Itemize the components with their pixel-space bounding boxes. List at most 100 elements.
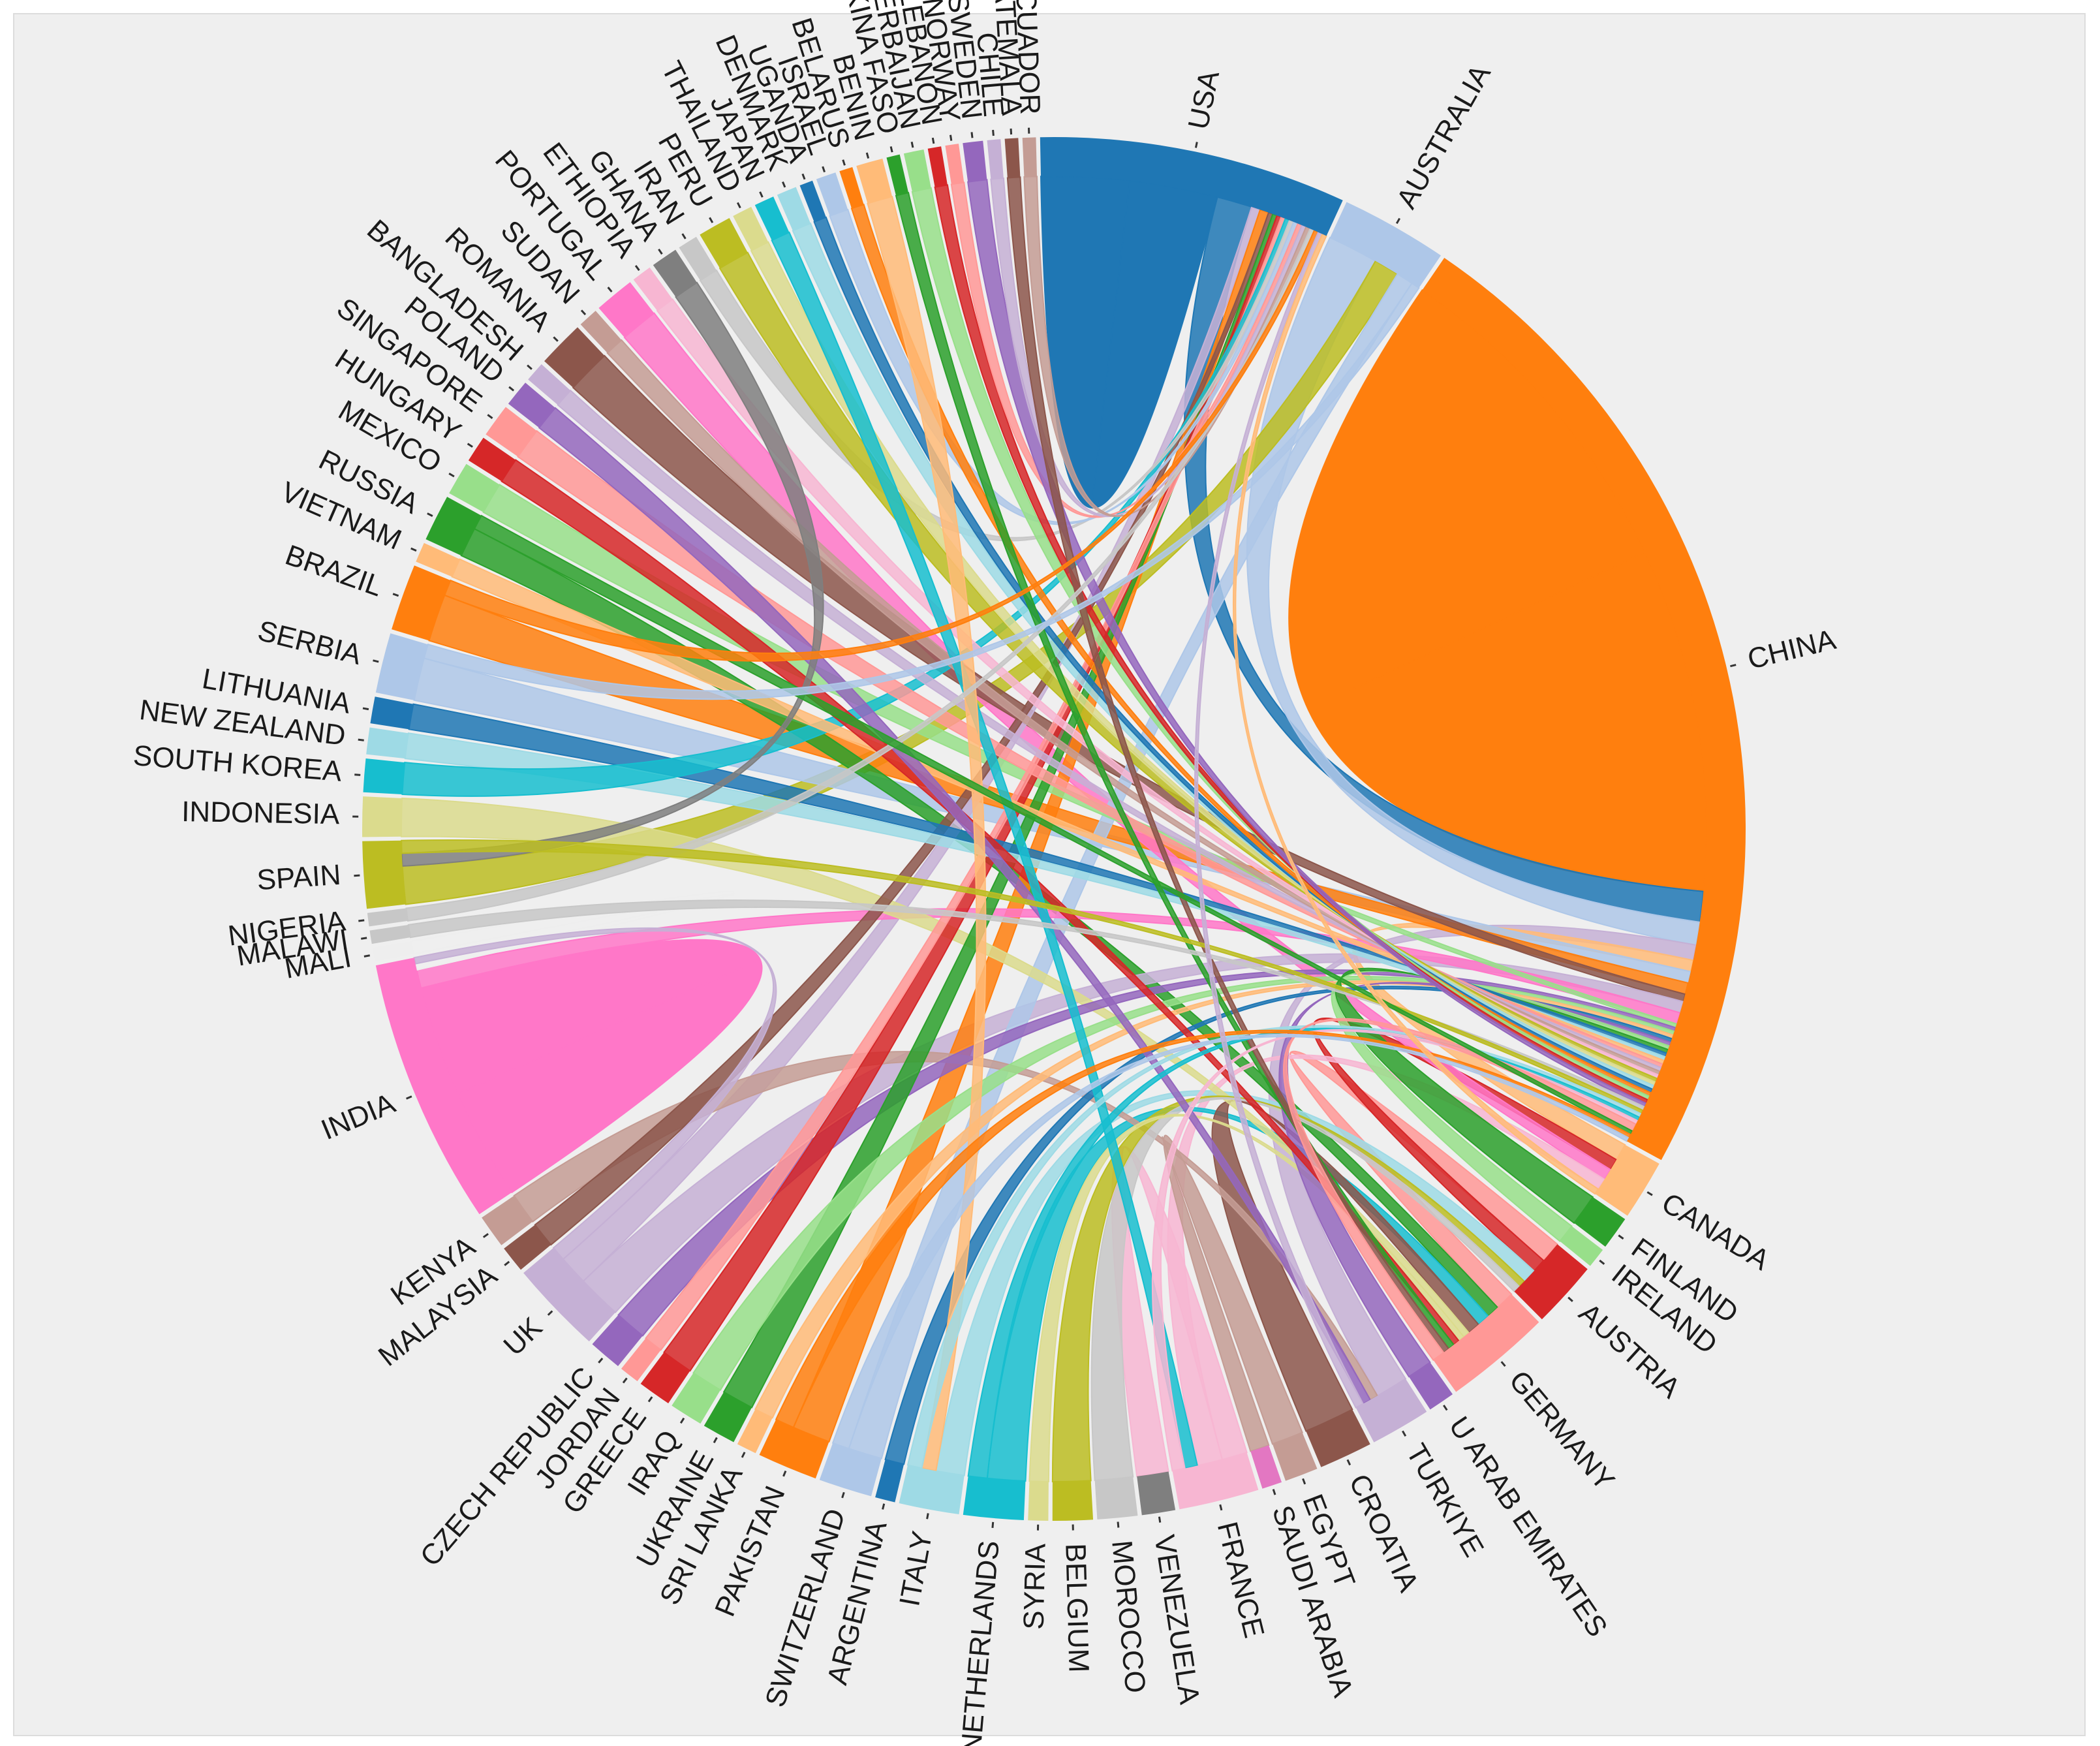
label-spain: SPAIN [256, 859, 342, 896]
tick-vietnam [410, 547, 417, 552]
arc-croatia [1306, 1409, 1370, 1467]
tick-singapore [487, 414, 493, 419]
ribbon-pakistan-to-china [775, 1029, 1632, 1429]
tick-azerbaijan [910, 142, 914, 148]
arc-canada [1595, 1144, 1660, 1216]
tick-mexico [448, 473, 455, 478]
ribbon-brazil-to-usa [444, 229, 1320, 662]
arc-syria [1028, 1481, 1049, 1521]
tick-thailand [736, 202, 741, 209]
ribbon-jordan-to-usa [645, 216, 1286, 1351]
tick-u-arab-emirates [1443, 1405, 1448, 1411]
tick-italy [926, 1513, 929, 1520]
tick-saudi-arabia [1272, 1489, 1276, 1495]
arc-peru [700, 217, 748, 268]
tick-israel [822, 166, 826, 173]
tick-finland [1618, 1234, 1624, 1240]
tick-germany [1500, 1361, 1506, 1367]
ribbon-singapore-to-china [517, 429, 1664, 1069]
arc-chile [987, 139, 1004, 179]
arc-uganda [799, 180, 826, 222]
arc-bangladesh [528, 364, 571, 405]
arc-france [1172, 1452, 1259, 1510]
arc-switzerland [819, 1442, 882, 1497]
arc-malaysia [504, 1224, 551, 1270]
tick-serbia [373, 659, 379, 663]
label-india: INDIA [317, 1087, 400, 1146]
tick-chile [992, 129, 995, 136]
tick-france [1219, 1504, 1223, 1511]
arc-italy [899, 1465, 965, 1514]
ribbon-iraq-to-china [692, 975, 1675, 1391]
label-germany: GERMANY [1503, 1365, 1621, 1497]
tick-jordan [622, 1377, 628, 1384]
tick-sudan [580, 309, 587, 316]
arc-netherlands [963, 1476, 1026, 1520]
label-italy: ITALY [893, 1529, 938, 1609]
ribbon-netherlands-to-china [967, 1027, 1641, 1479]
label-ecuador: ECUADOR [1009, 0, 1046, 115]
ribbon-finland-to-china [1335, 967, 1669, 1224]
arc-ukraine [703, 1392, 752, 1442]
tick-uk [547, 1310, 553, 1316]
tick-hungary [467, 443, 473, 448]
tick-pakistan [782, 1470, 787, 1477]
ribbon-austria-to-canada [1312, 1017, 1618, 1272]
arc-india [375, 958, 512, 1215]
arc-belgium [1052, 1480, 1094, 1521]
arc-denmark [777, 187, 811, 231]
tick-denmark [782, 181, 786, 188]
label-netherlands: NETHERLANDS [955, 1539, 1005, 1746]
tick-mali [363, 954, 371, 958]
label-syria: SYRIA [1018, 1542, 1052, 1630]
arc-norway [945, 144, 965, 185]
arc-greece [640, 1352, 690, 1403]
label-chile: CHILE [970, 31, 1010, 118]
arc-kenya [482, 1195, 533, 1245]
tick-uganda [801, 173, 806, 180]
arc-iraq [672, 1373, 720, 1424]
ribbon-switzerland-to-australia [848, 273, 1413, 1459]
tick-switzerland [841, 1491, 845, 1499]
ribbon-india-to-china [416, 908, 1681, 1025]
ribbon-bangladesh-to-china [557, 389, 1662, 1072]
arc-venezuela [1137, 1471, 1176, 1516]
arc-burkina-faso [886, 154, 909, 196]
tick-argentina [882, 1503, 886, 1510]
arc-china [1422, 257, 1746, 1161]
arc-sri-lanka [737, 1409, 773, 1454]
tick-india [406, 1095, 412, 1100]
label-australia: AUSTRALIA [1391, 59, 1497, 213]
tick-norway [949, 134, 953, 141]
ribbon-egypt-to-saudi-arabia [1162, 1134, 1303, 1452]
tick-nigeria [358, 919, 365, 922]
label-china: CHINA [1744, 623, 1839, 676]
arc-romania [544, 327, 605, 388]
tick-ethiopia [634, 265, 640, 272]
tick-lithuania [362, 707, 369, 711]
arc-benin [856, 159, 893, 204]
label-usa: USA [1182, 67, 1226, 132]
label-venezuela: VENEZUELA [1148, 1533, 1205, 1707]
tick-egypt [1302, 1478, 1306, 1485]
arc-lebanon [927, 146, 948, 187]
arc-hungary [468, 437, 516, 482]
arc-azerbaijan [903, 149, 931, 192]
ribbon-ireland-to-china [1331, 970, 1671, 1243]
arc-uk [523, 1247, 616, 1342]
label-brazil: BRAZIL [281, 539, 387, 603]
tick-spain [354, 874, 360, 877]
label-indonesia: INDONESIA [181, 796, 341, 830]
tick-iraq [679, 1417, 685, 1424]
label-serbia: SERBIA [255, 615, 365, 671]
tick-kenya [482, 1233, 489, 1238]
arc-turkiye [1355, 1379, 1427, 1442]
arc-brazil [392, 565, 451, 641]
tick-ireland [1599, 1259, 1605, 1265]
tick-brazil [392, 593, 399, 597]
arc-czech-republic [592, 1315, 643, 1367]
arc-poland [508, 382, 555, 428]
arc-austria [1514, 1244, 1588, 1320]
arc-sweden [963, 140, 987, 182]
